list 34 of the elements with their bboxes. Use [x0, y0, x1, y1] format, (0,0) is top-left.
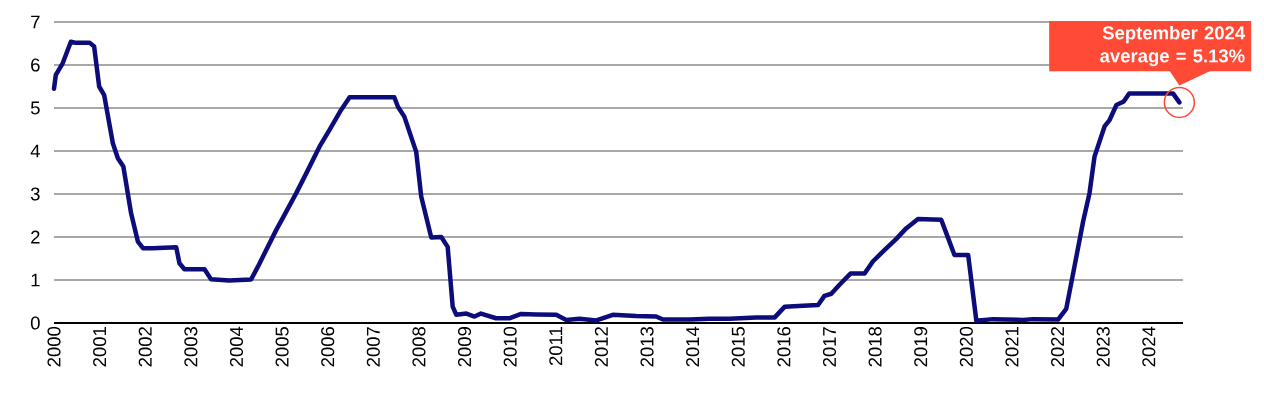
x-tick-label: 2003 [184, 327, 198, 367]
x-tick-label: 2001 [93, 327, 107, 367]
x-tick-label: 2002 [138, 327, 152, 367]
x-tick-label: 2023 [1096, 327, 1110, 367]
x-tick-label: 2009 [458, 327, 472, 367]
y-tick-label: 2 [31, 230, 40, 244]
x-tick-label: 2006 [321, 327, 335, 367]
y-tick-label: 0 [30, 316, 40, 330]
x-tick-label: 2016 [777, 327, 791, 367]
y-tick-label: 3 [30, 187, 40, 201]
y-tick-label: 4 [30, 144, 40, 158]
x-tick-label: 2015 [731, 326, 745, 367]
x-tick-label: 2005 [275, 326, 289, 367]
x-tick-label: 2004 [229, 326, 244, 367]
x-tick-label: 2019 [914, 327, 928, 367]
x-tick-label: 2020 [959, 326, 973, 367]
x-tick-label: 2021 [1005, 327, 1019, 367]
x-tick-label: 2018 [868, 327, 882, 367]
x-tick-label: 2014 [686, 326, 700, 367]
x-tick-label: 2007 [366, 327, 380, 367]
y-tick-label: 6 [31, 58, 40, 72]
x-tick-label: 2011 [549, 327, 563, 366]
x-tick-label: 2022 [1051, 327, 1065, 367]
y-tick-label: 7 [31, 15, 40, 29]
annotation: September 2024 average = 5.13% [1100, 25, 1246, 67]
x-tick-label: 2013 [640, 327, 654, 367]
x-tick-label: 2008 [412, 327, 426, 367]
y-tick-label: 1 [31, 273, 40, 287]
x-tick-label: 2010 [503, 326, 517, 367]
x-tick-label: 2017 [822, 327, 837, 367]
x-tick-label: 2012 [594, 327, 608, 367]
x-tick-label: 2024 [1142, 326, 1156, 367]
y-tick-label: 5 [30, 101, 40, 115]
x-tick-label: 2000 [47, 326, 61, 367]
